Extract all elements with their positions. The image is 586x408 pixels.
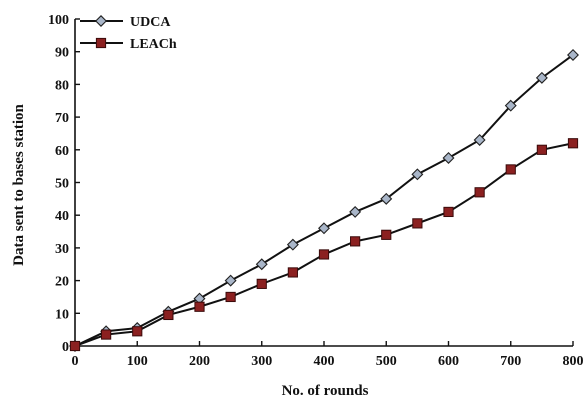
x-tick-label: 800 (563, 354, 584, 369)
data-point-leach (505, 164, 516, 175)
axes (74, 19, 573, 347)
data-point-leach (443, 206, 454, 218)
y-tick-label: 40 (55, 209, 69, 224)
y-tick-label: 0 (62, 340, 69, 355)
data-point-udca (567, 48, 579, 61)
y-tick-label: 10 (55, 307, 69, 322)
data-point-leach (536, 144, 547, 155)
x-tick-label: 300 (251, 354, 272, 369)
data-point-udca (255, 258, 268, 271)
data-point-udca (349, 205, 362, 218)
legend-marker-udca (95, 15, 107, 27)
data-point-leach (318, 249, 330, 260)
y-tick-label: 70 (55, 111, 69, 126)
data-point-leach (69, 340, 81, 352)
data-point-udca (380, 192, 393, 205)
legend-label-leach: LEACh (130, 37, 177, 52)
legend-item-leach: LEACh (80, 37, 177, 52)
x-tick-label: 700 (500, 354, 521, 369)
data-point-leach (163, 309, 174, 321)
data-point-leach (132, 326, 143, 337)
data-point-leach (225, 291, 236, 303)
data-point-udca (286, 238, 299, 251)
y-tick-label: 30 (55, 242, 69, 257)
y-tick-label: 20 (55, 275, 69, 290)
series-udca (69, 48, 579, 352)
data-point-leach (412, 218, 423, 229)
data-point-leach (567, 138, 579, 149)
data-point-leach (287, 267, 298, 278)
legend-label-udca: UDCA (130, 15, 171, 30)
legend-marker-leach (95, 37, 107, 49)
y-tick-label: 60 (55, 144, 69, 159)
data-point-udca (411, 168, 424, 181)
data-point-leach (101, 329, 112, 340)
series-line-udca (74, 54, 574, 347)
data-point-udca (504, 99, 517, 112)
data-point-leach (194, 301, 205, 312)
data-point-udca (318, 222, 330, 235)
x-tick-label: 500 (376, 354, 397, 369)
data-point-leach (256, 278, 267, 289)
series-leach (69, 138, 579, 352)
tick-marks: 0 10 20 30 40 50 60 70 80 90 100 0 100 200 300 400 500 60… (48, 13, 584, 369)
data-point-udca (224, 274, 237, 287)
data-point-leach (350, 236, 361, 247)
y-tick-label: 50 (55, 177, 69, 192)
x-tick-label: 0 (72, 354, 79, 369)
x-axis-title: No. of rounds (282, 383, 369, 399)
x-tick-label: 600 (438, 354, 459, 369)
y-tick-label: 90 (55, 46, 69, 61)
x-tick-label: 200 (189, 354, 210, 369)
x-tick-label: 100 (127, 354, 148, 369)
y-tick-label: 100 (48, 13, 69, 28)
data-point-udca (535, 71, 548, 84)
data-point-leach (381, 229, 392, 240)
x-tick-label: 400 (314, 354, 335, 369)
y-tick-label: 80 (55, 78, 69, 93)
data-point-udca (442, 151, 455, 164)
legend: UDCA LEACh (80, 15, 177, 52)
legend-item-udca: UDCA (80, 15, 171, 30)
data-point-leach (474, 187, 485, 198)
series-layer (69, 48, 579, 352)
y-axis-title: Data sent to bases station (11, 104, 27, 266)
series-line-leach (74, 142, 574, 347)
data-point-udca (473, 134, 486, 146)
